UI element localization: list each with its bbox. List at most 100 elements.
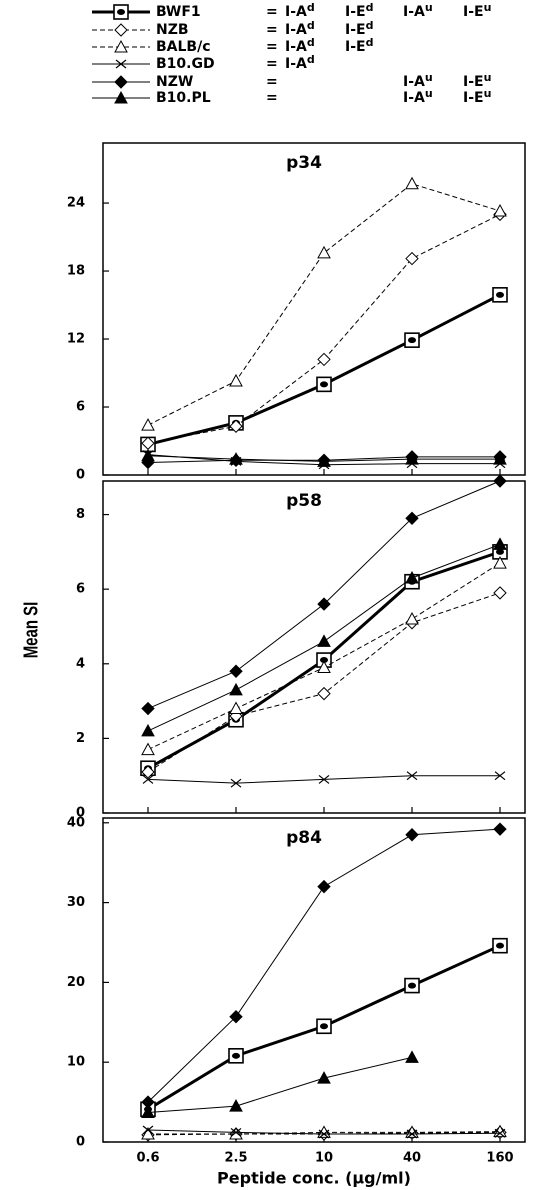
legend-label: BALB/c [156, 39, 211, 55]
data-point [229, 419, 243, 433]
data-point [228, 1048, 244, 1064]
data-point [404, 332, 420, 348]
legend-label: NZB [156, 22, 189, 38]
legend-label: BWF1 [156, 4, 201, 20]
haplotype: I-Eu [463, 1, 491, 20]
haplotype-locus: I-E [463, 90, 484, 106]
data-point [493, 452, 507, 465]
data-point [493, 556, 507, 569]
haplotype-allele: d [307, 1, 315, 14]
data-point [317, 686, 331, 701]
panel-title: p84 [286, 828, 322, 848]
haplotype-locus: I-E [345, 39, 366, 55]
marker-dot [408, 982, 416, 989]
legend-marker [115, 59, 127, 69]
data-point [493, 537, 507, 550]
data-point [142, 1125, 154, 1135]
data-point [317, 634, 331, 647]
data-point [405, 1050, 419, 1063]
data-point [405, 176, 419, 190]
haplotype: I-Ad [285, 1, 315, 20]
data-point [317, 352, 331, 367]
legend-marker [114, 23, 128, 37]
x-tick-label: 2.5 [224, 1151, 247, 1166]
data-point [494, 1128, 506, 1138]
haplotype-allele: d [366, 19, 374, 32]
data-point [492, 287, 508, 303]
haplotype-locus: I-A [403, 90, 425, 106]
legend-separator: = [266, 39, 278, 55]
haplotype-allele: u [425, 1, 433, 14]
haplotype-allele: u [484, 1, 492, 14]
plot-frame [102, 480, 526, 814]
data-point [317, 597, 331, 611]
haplotype: I-Ad [285, 19, 315, 38]
y-tick-label: 8 [76, 507, 85, 522]
data-point [229, 373, 243, 387]
data-point [229, 682, 243, 696]
haplotype: I-Au [403, 71, 433, 90]
y-tick-label: 20 [67, 975, 85, 990]
data-point [492, 937, 508, 954]
legend-marker [114, 90, 128, 104]
legend-marker [113, 4, 129, 20]
data-point [494, 771, 506, 781]
series-line [147, 592, 501, 773]
data-point [405, 828, 419, 842]
legend-separator: = [266, 74, 278, 90]
data-point [142, 774, 154, 784]
haplotype-locus: I-A [285, 39, 307, 55]
haplotype: I-Ed [345, 36, 373, 55]
data-point [141, 701, 155, 716]
data-point [493, 586, 507, 600]
legend-marker [114, 75, 128, 89]
haplotype: I-Ad [285, 36, 315, 55]
data-point [141, 448, 155, 462]
x-axis-label: Peptide conc. (µg/ml) [217, 1169, 411, 1188]
x-tick-label: 10 [315, 1151, 333, 1166]
data-point [493, 203, 507, 217]
haplotype-locus: I-E [345, 22, 366, 38]
legend-separator: = [266, 90, 278, 106]
legend-separator: = [266, 22, 278, 38]
data-point [316, 1018, 332, 1035]
series-line [147, 183, 501, 426]
series-line [147, 293, 501, 446]
data-point [317, 454, 331, 467]
plot-frame [102, 142, 526, 476]
data-point [317, 660, 331, 674]
data-point [318, 1129, 330, 1139]
plot-frame [102, 817, 526, 1143]
series-line [147, 828, 501, 1103]
haplotype-allele: u [425, 87, 433, 100]
data-point [404, 977, 420, 994]
legend-separator: = [266, 4, 278, 20]
haplotype-locus: I-E [345, 4, 366, 20]
data-point [229, 1099, 243, 1112]
marker-dot [320, 657, 328, 664]
y-tick-label: 0 [76, 806, 85, 821]
data-point [317, 245, 331, 259]
data-point [493, 474, 507, 488]
y-tick-label: 12 [67, 332, 85, 347]
data-point [141, 723, 155, 737]
haplotype-locus: I-A [285, 4, 307, 20]
y-tick-label: 10 [67, 1055, 85, 1070]
x-tick-label: 160 [486, 1151, 513, 1166]
haplotype: I-Eu [463, 71, 491, 90]
data-point [141, 1105, 155, 1118]
haplotype: I-Ed [345, 19, 373, 38]
y-tick-label: 0 [76, 468, 85, 483]
marker-dot [408, 337, 416, 344]
panel-title: p58 [286, 491, 322, 511]
y-axis-label: Mean SI [19, 602, 42, 659]
data-point [316, 376, 332, 393]
haplotype-allele: d [366, 1, 374, 14]
data-point [229, 452, 243, 465]
marker-dot [496, 291, 504, 298]
haplotype-allele: d [307, 36, 315, 49]
marker-dot [232, 1052, 240, 1059]
legend-label: NZW [156, 74, 193, 90]
data-point [405, 452, 419, 465]
